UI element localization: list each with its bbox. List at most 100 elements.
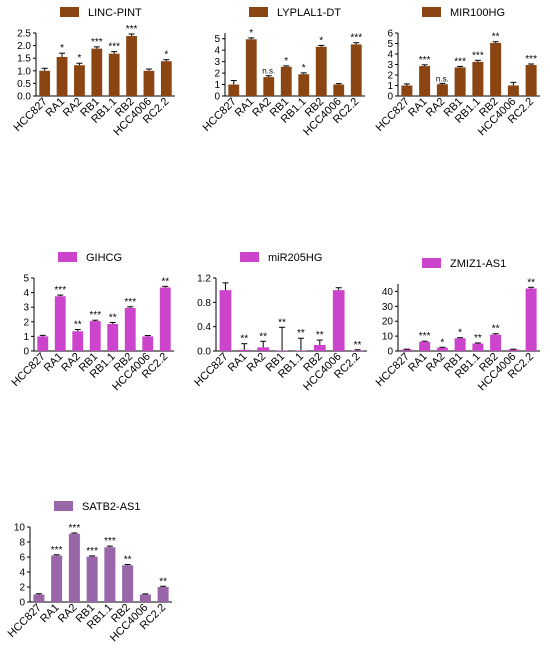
significance-label: ** xyxy=(354,340,362,351)
bar xyxy=(139,594,151,602)
bar xyxy=(228,84,240,96)
bar xyxy=(104,547,116,602)
significance-label: * xyxy=(284,56,288,67)
y-tick-label: 2.0 xyxy=(17,41,31,52)
bar xyxy=(122,565,134,602)
bar xyxy=(295,350,307,351)
significance-label: ** xyxy=(161,276,169,287)
y-tick-label: 30 xyxy=(382,302,394,313)
y-tick-label: 0.5 xyxy=(17,79,31,90)
bar xyxy=(54,296,66,351)
significance-label: * xyxy=(319,35,323,46)
significance-label: *** xyxy=(108,42,120,53)
bar xyxy=(33,594,45,602)
significance-label: *** xyxy=(525,54,537,65)
legend-swatch xyxy=(422,7,441,17)
legend-swatch xyxy=(60,7,79,17)
y-tick-label: 5 xyxy=(214,34,220,45)
bar xyxy=(298,74,310,96)
bar xyxy=(419,66,431,96)
significance-label: * xyxy=(164,50,168,61)
legend-label: LINC-PINT xyxy=(88,7,142,19)
x-tick-label: RA1 xyxy=(226,351,250,375)
significance-label: *** xyxy=(91,37,103,48)
y-tick-label: 4 xyxy=(19,568,25,579)
significance-label: ** xyxy=(278,317,286,328)
significance-label: * xyxy=(302,63,306,74)
y-tick-label: 0.0 xyxy=(17,92,31,103)
significance-label: ** xyxy=(527,277,535,288)
chart-panel-6: ZMIZ1-AS1010203040HCC827***RA1*RA2*RB1**… xyxy=(374,258,540,393)
significance-label: * xyxy=(60,43,64,54)
significance-label: * xyxy=(249,28,253,39)
bar xyxy=(219,290,232,351)
bar xyxy=(160,61,172,96)
significance-label: *** xyxy=(69,523,81,534)
y-tick-label: 4 xyxy=(387,50,393,61)
bar xyxy=(401,349,413,351)
bar xyxy=(313,344,326,351)
bar xyxy=(124,307,136,351)
bar xyxy=(37,336,49,351)
bar xyxy=(39,70,51,96)
y-tick-label: 0 xyxy=(23,347,29,358)
significance-label: *** xyxy=(126,24,138,35)
y-tick-label: 3 xyxy=(387,60,393,71)
bar xyxy=(74,65,85,96)
chart-panel-3: MIR100HG0123456HCC827***RA1n.s.RA2***RB1… xyxy=(374,7,540,138)
bar xyxy=(315,46,327,96)
chart-panel-7: SATB2-AS10246810HCC827***RA1***RA2***RB1… xyxy=(6,501,172,644)
legend-label: MIR100HG xyxy=(450,7,505,19)
bar xyxy=(126,36,137,96)
y-tick-label: 6 xyxy=(387,29,393,40)
bar xyxy=(143,70,155,96)
significance-label: *** xyxy=(350,33,362,44)
significance-label: n.s. xyxy=(262,67,275,76)
significance-label: n.s. xyxy=(436,74,449,83)
bar xyxy=(56,56,68,96)
y-tick-label: 10 xyxy=(14,523,26,534)
y-tick-label: 0.4 xyxy=(197,322,211,333)
bar xyxy=(332,290,345,351)
significance-label: *** xyxy=(86,546,98,557)
bar xyxy=(401,85,413,96)
significance-label: *** xyxy=(454,56,466,67)
y-tick-label: 0 xyxy=(387,92,393,103)
bar xyxy=(351,350,364,351)
chart-panel-2: LYPLAL1-DT012345HCC827*RA1n.s.RA2*RB1*RB… xyxy=(201,7,365,138)
bar xyxy=(419,341,431,351)
bar xyxy=(157,587,169,602)
bar xyxy=(507,349,519,351)
significance-label: *** xyxy=(419,331,431,342)
bar xyxy=(86,556,98,602)
y-tick-label: 2.5 xyxy=(17,29,31,40)
legend-swatch xyxy=(240,252,259,262)
bar xyxy=(333,84,345,96)
bar xyxy=(108,53,120,96)
y-tick-label: 2 xyxy=(387,71,393,82)
y-tick-label: 1 xyxy=(214,80,220,91)
chart-panel-4: GIHCG012345HCC827***RA1**RA2***RB1**RB1.… xyxy=(10,252,174,393)
significance-label: ** xyxy=(159,576,167,587)
significance-label: *** xyxy=(419,55,431,66)
legend-swatch xyxy=(54,501,73,511)
bar xyxy=(454,338,466,351)
y-tick-label: 3 xyxy=(214,57,220,68)
significance-label: ** xyxy=(492,324,500,335)
significance-label: ** xyxy=(259,331,267,342)
bar xyxy=(490,334,502,351)
y-tick-label: 1.2 xyxy=(197,274,211,285)
bar xyxy=(245,39,257,96)
significance-label: ** xyxy=(297,328,305,339)
bar xyxy=(276,350,288,351)
y-tick-label: 0.0 xyxy=(197,347,211,358)
bar xyxy=(107,323,119,351)
significance-label: *** xyxy=(89,310,101,321)
significance-label: *** xyxy=(104,536,116,547)
significance-label: ** xyxy=(109,313,117,324)
chart-panel-5: miR205HG0.00.40.81.2HCC827**RA1**RA2**RB… xyxy=(192,252,367,393)
y-tick-label: 2 xyxy=(19,583,25,594)
legend-swatch xyxy=(422,258,441,268)
chart-panel-1: LINC-PINT0.00.51.01.52.02.5HCC827*RA1*RA… xyxy=(11,7,175,138)
